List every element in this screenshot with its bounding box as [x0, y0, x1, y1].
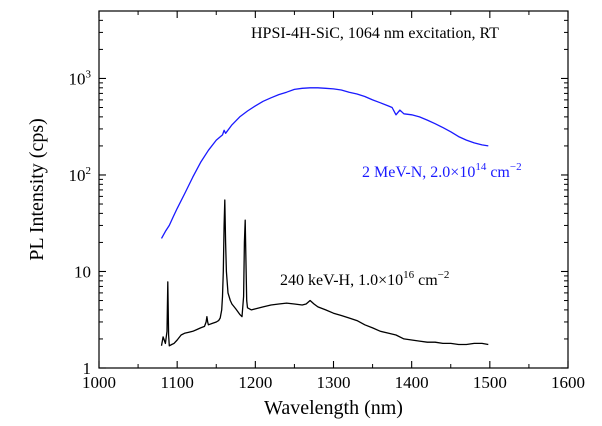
x-tick-label: 1500	[473, 373, 507, 392]
x-tick-label: 1100	[160, 373, 193, 392]
axis-ticks	[98, 10, 569, 369]
y-tick-labels: 1 10 102 103	[69, 68, 92, 378]
y-axis-title: PL Intensity (cps)	[26, 118, 48, 261]
header-annotation: HPSI-4H-SiC, 1064 nm excitation, RT	[251, 25, 499, 42]
x-tick-label: 1300	[317, 373, 351, 392]
series-line-1	[160, 87, 489, 239]
x-tick-label: 1000	[82, 373, 116, 392]
y-tick-label: 102	[69, 165, 92, 185]
series-line-2	[160, 199, 489, 347]
x-tick-label: 1400	[395, 373, 429, 392]
x-tick-labels: 1000 1100 1200 1300 1400 1500 1600	[82, 373, 585, 392]
plot-frame	[98, 10, 569, 369]
y-tick-label: 10	[74, 262, 91, 281]
n-implant-label: 2 MeV-N, 2.0×1014 cm−2	[362, 161, 522, 181]
y-tick-label: 103	[69, 68, 92, 88]
h-implant-label: 240 keV-H, 1.0×1016 cm−2	[280, 269, 449, 289]
x-tick-label: 1200	[238, 373, 272, 392]
x-axis-title: Wavelength (nm)	[264, 397, 403, 419]
y-tick-label: 1	[83, 359, 92, 378]
x-tick-label: 1600	[551, 373, 585, 392]
series-lines	[160, 87, 489, 347]
